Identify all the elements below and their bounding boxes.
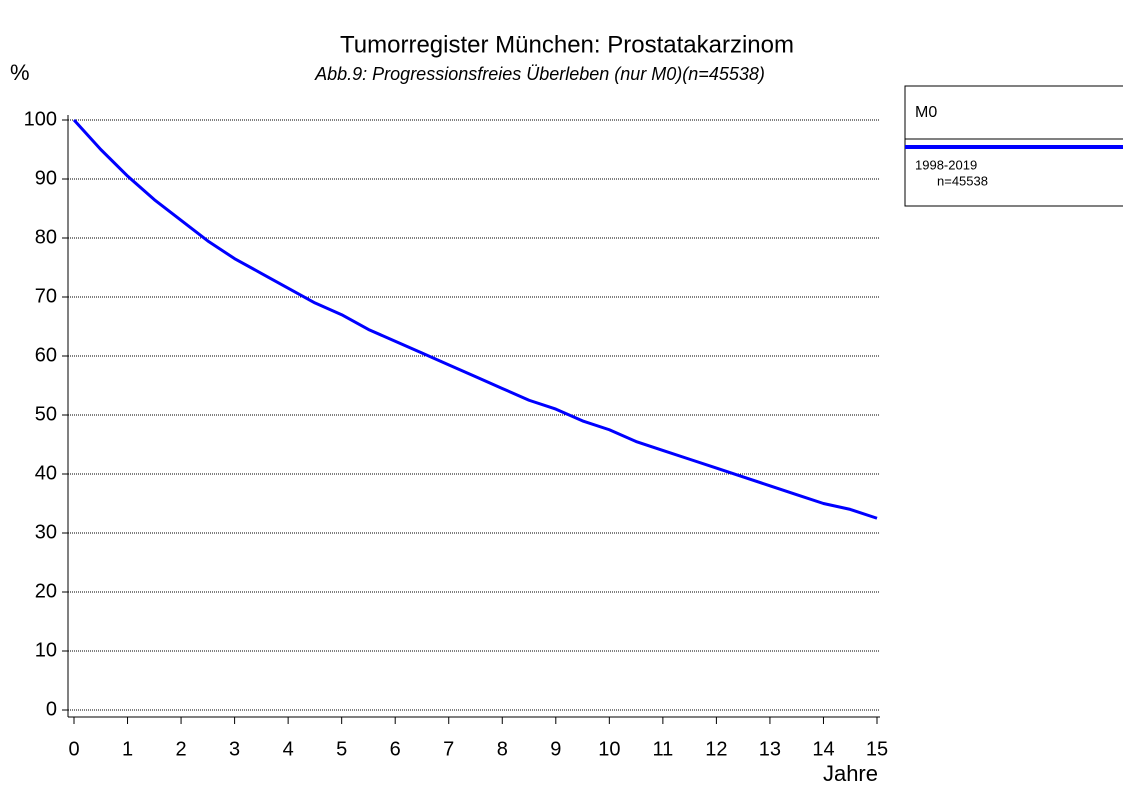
y-tick-label: 10 (35, 639, 57, 661)
legend-label: 1998-2019 (915, 157, 977, 172)
y-tick-label: 0 (46, 698, 57, 720)
x-tick-label: 13 (759, 738, 781, 760)
y-tick-label: 20 (35, 580, 57, 602)
x-tick-label: 5 (336, 738, 347, 760)
x-tick-label: 7 (443, 738, 454, 760)
x-tick-label: 3 (229, 738, 240, 760)
y-tick-label: 30 (35, 521, 57, 543)
y-tick-label: 80 (35, 226, 57, 248)
x-tick-label: 8 (497, 738, 508, 760)
x-tick-label: 14 (812, 738, 834, 760)
chart-subtitle: Abb.9: Progressionsfreies Überleben (nur… (314, 64, 765, 84)
x-tick-label: 11 (652, 738, 673, 760)
chart-title: Tumorregister München: Prostatakarzinom (340, 31, 794, 58)
x-tick-label: 9 (550, 738, 561, 760)
y-tick-label: 40 (35, 462, 57, 484)
y-tick-label: 100 (24, 108, 57, 130)
x-tick-label: 12 (705, 738, 727, 760)
x-tick-label: 4 (283, 738, 294, 760)
x-tick-label: 1 (122, 738, 133, 760)
x-tick-label: 10 (598, 738, 620, 760)
legend-note: n=45538 (937, 173, 988, 188)
x-tick-label: 2 (176, 738, 187, 760)
y-tick-label: 50 (35, 403, 57, 425)
y-tick-label: 60 (35, 344, 57, 366)
series-line (72, 118, 878, 520)
x-tick-label: 15 (866, 738, 888, 760)
y-tick-label: 70 (35, 285, 57, 307)
y-tick-label: 90 (35, 167, 57, 189)
y-axis-label: % (10, 60, 30, 85)
legend-title: M0 (915, 104, 937, 121)
x-tick-label: 6 (390, 738, 401, 760)
x-tick-label: 0 (68, 738, 79, 760)
x-axis-label: Jahre (823, 761, 878, 786)
